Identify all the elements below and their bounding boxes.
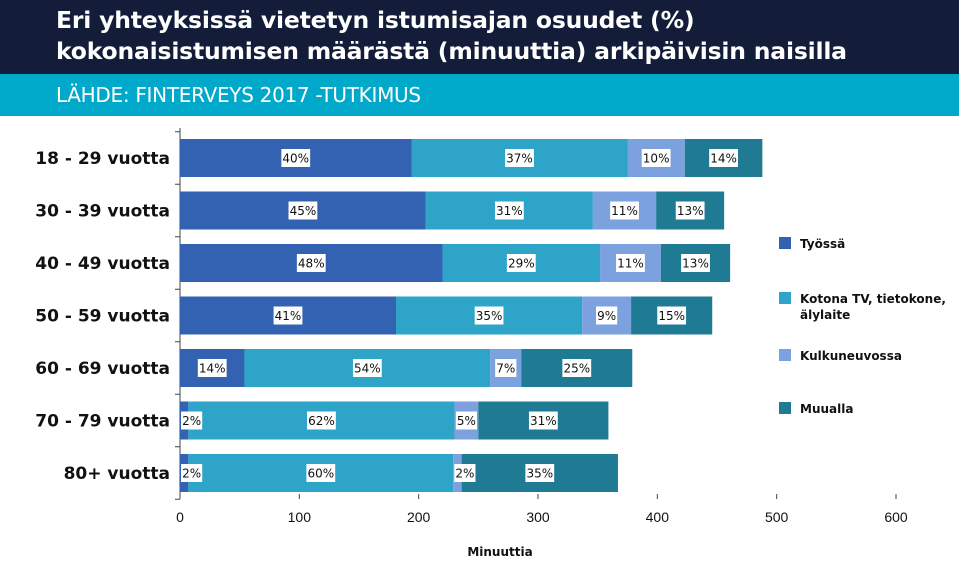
category-label: 60 - 69 vuotta: [35, 359, 170, 379]
x-axis-label: Minuuttia: [467, 545, 532, 559]
data-label: 13%: [682, 257, 709, 271]
legend-label: Kulkuneuvossa: [800, 349, 902, 363]
data-label-box: [181, 464, 203, 482]
title-band: [0, 0, 959, 74]
data-label-box: [709, 149, 738, 167]
data-label-box: [474, 306, 504, 325]
data-label-box: [494, 201, 524, 220]
data-label: 35%: [526, 467, 553, 481]
data-label: 10%: [643, 152, 670, 166]
legend-swatch: [779, 402, 791, 414]
legend-label: Muualla: [800, 402, 853, 416]
x-tick-label: 0: [176, 509, 184, 525]
data-label: 9%: [597, 309, 616, 323]
data-label-box: [454, 464, 476, 482]
legend-label: Työssä: [800, 237, 845, 251]
data-label: 35%: [476, 309, 503, 323]
category-label: 18 - 29 vuotta: [35, 149, 170, 169]
legend-swatch: [779, 349, 791, 361]
data-label-box: [181, 411, 203, 430]
data-label: 15%: [658, 309, 685, 323]
data-label: 60%: [307, 467, 334, 481]
data-label-box: [528, 411, 558, 430]
data-label: 2%: [455, 467, 474, 481]
x-tick-label: 200: [407, 509, 431, 525]
legend-swatch: [779, 292, 791, 304]
data-label-box: [455, 411, 477, 430]
x-tick-label: 400: [646, 509, 670, 525]
data-label: 29%: [508, 257, 535, 271]
data-label: 37%: [506, 152, 533, 166]
data-label-box: [675, 201, 705, 220]
data-label: 13%: [677, 204, 704, 218]
data-label-box: [306, 464, 336, 482]
data-label: 40%: [282, 152, 309, 166]
data-label: 7%: [496, 362, 515, 376]
data-label-box: [288, 201, 318, 220]
data-label: 2%: [182, 414, 201, 428]
legend-swatch: [779, 237, 791, 249]
data-label-box: [352, 359, 382, 377]
source-band: [0, 74, 959, 116]
data-label-box: [610, 201, 639, 220]
category-label: 70 - 79 vuotta: [35, 412, 170, 432]
data-label-box: [657, 306, 687, 325]
x-tick-label: 300: [526, 509, 550, 525]
data-label-box: [281, 149, 311, 167]
data-label-box: [562, 359, 592, 377]
data-label: 25%: [563, 362, 590, 376]
data-label-box: [505, 149, 534, 167]
data-label: 31%: [530, 414, 557, 428]
data-label: 31%: [496, 204, 523, 218]
data-label: 62%: [308, 414, 335, 428]
data-label: 54%: [354, 362, 381, 376]
data-label: 45%: [290, 204, 317, 218]
data-label: 41%: [275, 309, 302, 323]
data-label-box: [273, 306, 303, 325]
data-label-box: [197, 359, 227, 377]
data-label-box: [506, 254, 536, 272]
legend-label: Kotona TV, tietokone, älylaite: [800, 292, 946, 322]
x-tick-label: 600: [884, 509, 908, 525]
chart-title-line-2: kokonaisistumisen määrästä (minuuttia) a…: [56, 37, 847, 65]
data-label: 14%: [199, 362, 226, 376]
data-label-box: [596, 306, 618, 325]
data-label-box: [641, 149, 671, 167]
category-label: 40 - 49 vuotta: [35, 254, 170, 274]
data-label: 11%: [611, 204, 638, 218]
x-tick-label: 100: [288, 509, 312, 525]
data-label: 48%: [298, 257, 325, 271]
source-label: LÄHDE: FINTERVEYS 2017 -TUTKIMUS: [56, 83, 421, 107]
data-label: 11%: [617, 257, 644, 271]
data-label-box: [296, 254, 326, 272]
category-label: 30 - 39 vuotta: [35, 202, 170, 222]
data-label-box: [616, 254, 645, 272]
data-label-box: [681, 254, 710, 272]
x-tick-label: 500: [765, 509, 789, 525]
data-label: 14%: [710, 152, 737, 166]
data-label: 2%: [182, 467, 201, 481]
data-label-box: [307, 411, 336, 430]
chart-title-line-1: Eri yhteyksissä vietetyn istumisajan osu…: [56, 6, 695, 34]
data-label-box: [525, 464, 555, 482]
category-label: 50 - 59 vuotta: [35, 307, 170, 327]
data-label: 5%: [457, 414, 476, 428]
category-label: 80+ vuotta: [64, 464, 170, 484]
data-label-box: [495, 359, 517, 377]
